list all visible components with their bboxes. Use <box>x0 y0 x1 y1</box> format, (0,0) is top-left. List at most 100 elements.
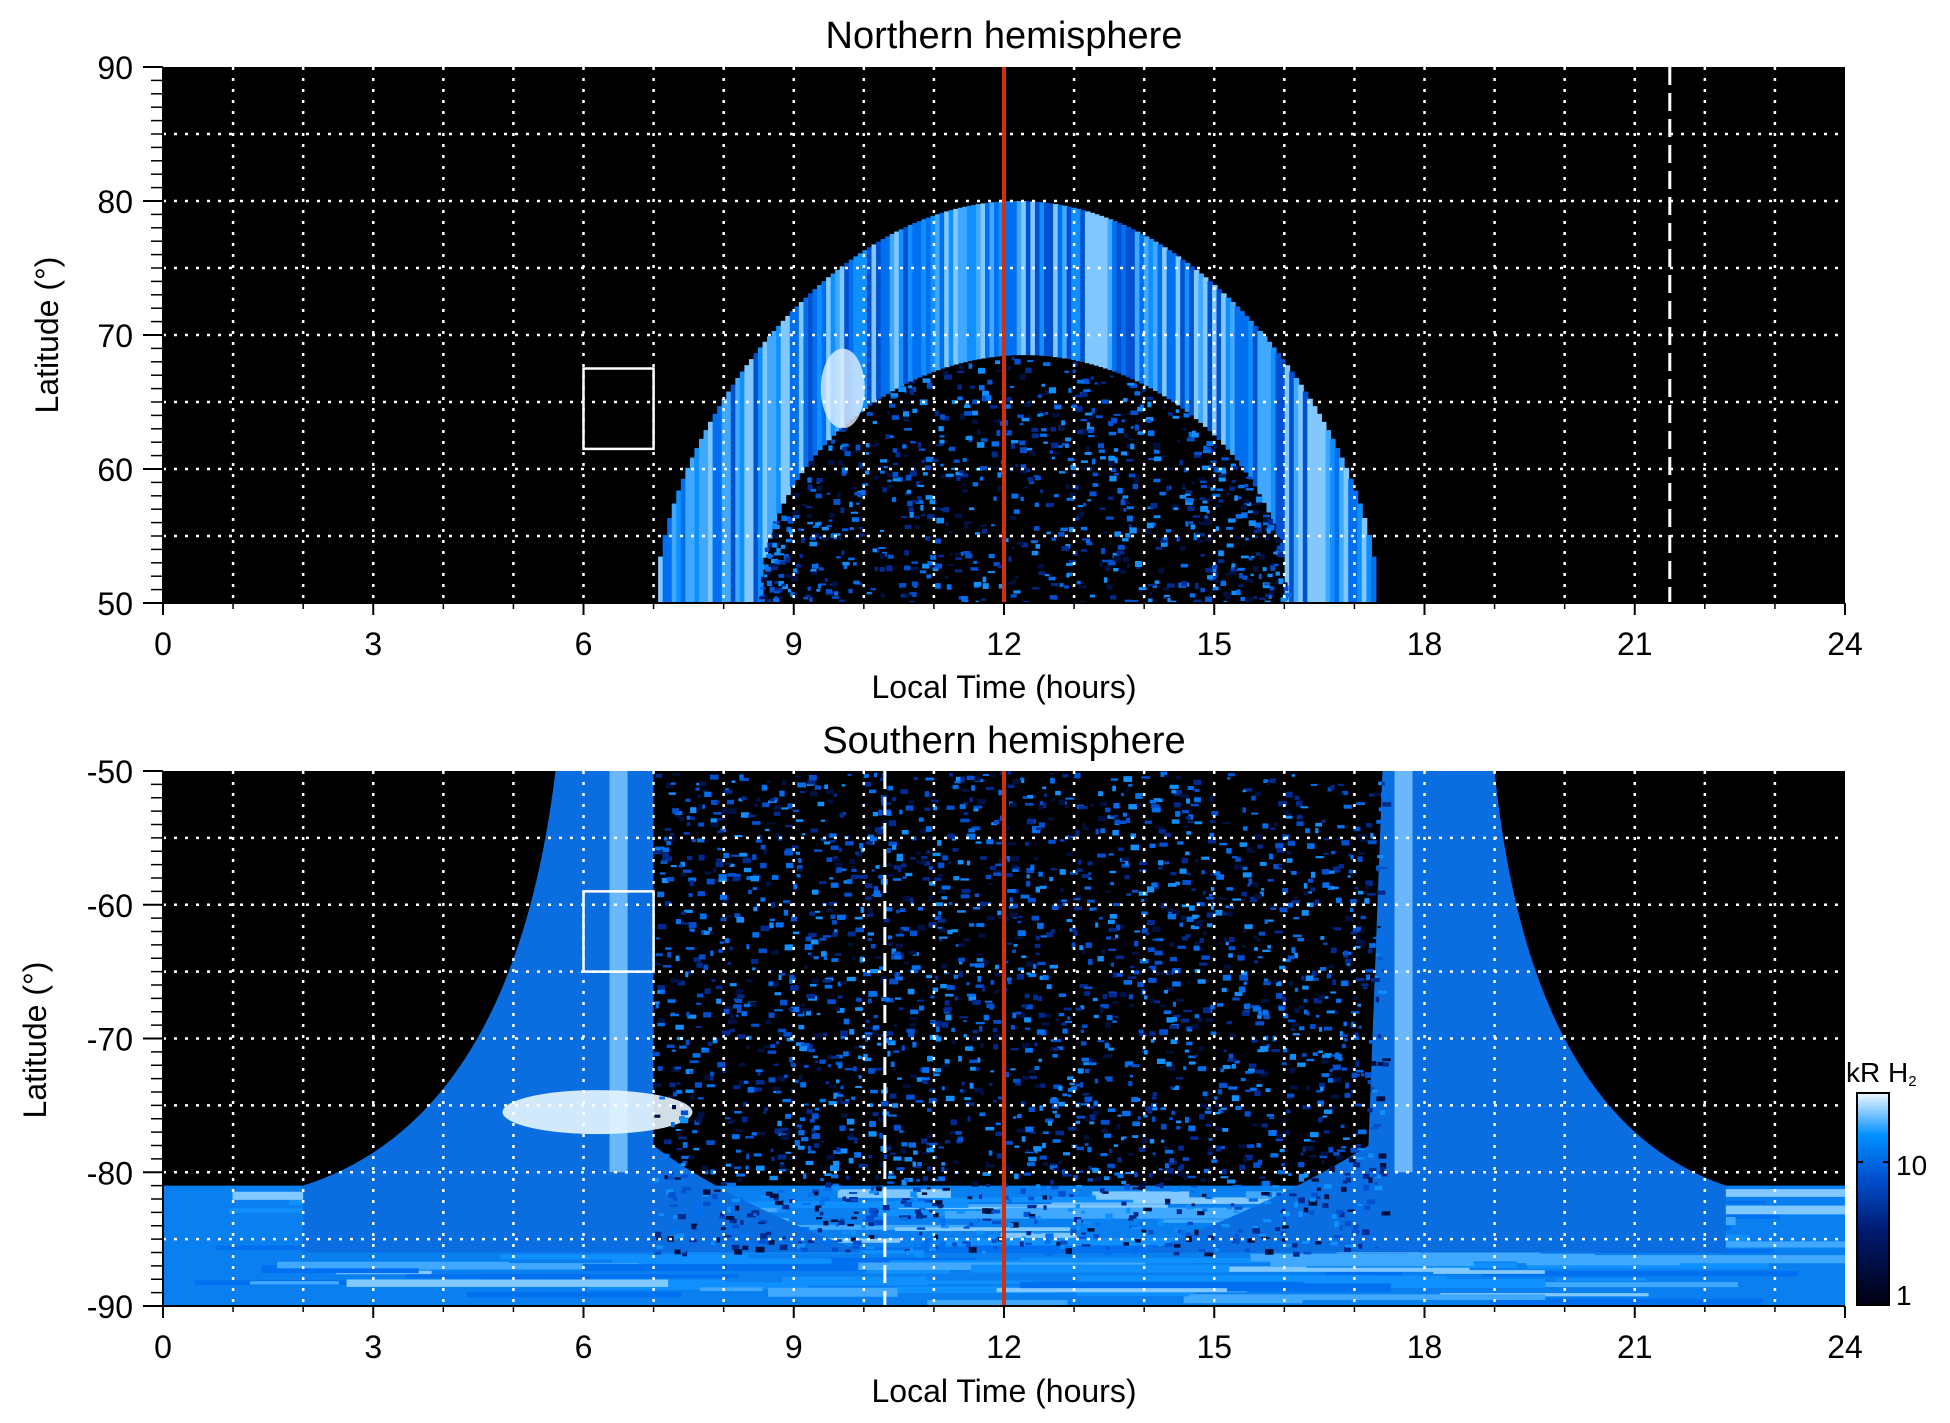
speckle <box>1180 915 1187 921</box>
speckle <box>828 1100 837 1106</box>
speckle <box>666 876 675 882</box>
speckle <box>1221 1168 1227 1175</box>
speckle <box>1079 945 1084 951</box>
speckle <box>927 1108 932 1112</box>
oval-strip <box>698 438 705 603</box>
speckle <box>677 1082 681 1085</box>
speckle <box>929 499 936 505</box>
speckle <box>1283 1047 1288 1053</box>
speckle <box>1252 510 1260 516</box>
speckle <box>813 849 823 852</box>
speckle <box>737 1034 746 1039</box>
speckle <box>1065 437 1071 442</box>
speckle <box>1320 935 1325 940</box>
speckle <box>1204 515 1209 519</box>
speckle <box>1159 1004 1167 1008</box>
speckle <box>954 569 963 573</box>
speckle <box>1226 526 1234 530</box>
band-stripe <box>1303 1275 1447 1284</box>
speckle <box>1353 1162 1361 1168</box>
speckle <box>964 411 972 416</box>
speckle <box>975 1067 980 1071</box>
speckle <box>794 775 802 778</box>
speckle <box>863 971 872 977</box>
speckle <box>1050 868 1058 871</box>
speckle <box>1319 1151 1329 1156</box>
speckle <box>1316 1185 1321 1191</box>
speckle <box>1120 792 1125 797</box>
speckle <box>724 1006 734 1011</box>
speckle <box>1183 413 1190 418</box>
speckle <box>682 1186 691 1191</box>
speckle <box>915 481 920 486</box>
speckle <box>937 862 945 869</box>
speckle <box>1177 1166 1183 1172</box>
speckle <box>1049 1098 1059 1104</box>
speckle <box>965 1046 974 1051</box>
speckle <box>916 1077 923 1082</box>
speckle <box>1008 556 1012 562</box>
speckle <box>924 1238 932 1243</box>
speckle <box>894 955 902 960</box>
speckle <box>1153 478 1161 483</box>
speckle <box>1315 828 1319 834</box>
speckle <box>762 802 770 808</box>
speckle <box>1213 444 1218 450</box>
speckle <box>1050 1179 1054 1185</box>
speckle <box>680 1110 689 1116</box>
speckle <box>713 812 722 815</box>
speckle <box>1366 822 1372 828</box>
speckle <box>1330 991 1336 994</box>
speckle <box>1193 945 1200 951</box>
speckle <box>1061 1169 1066 1176</box>
speckle <box>875 1067 883 1071</box>
band-stripe <box>500 1254 748 1260</box>
speckle <box>704 791 712 797</box>
speckle <box>814 910 821 913</box>
speckle <box>1112 830 1119 836</box>
speckle <box>982 986 986 992</box>
speckle <box>1248 1198 1258 1202</box>
speckle <box>795 1248 803 1252</box>
speckle <box>1052 1139 1061 1143</box>
speckle <box>971 1181 979 1187</box>
speckle <box>1031 433 1039 439</box>
speckle <box>836 492 841 498</box>
speckle <box>1025 1149 1034 1152</box>
oval-strip <box>898 229 905 387</box>
speckle <box>1379 1172 1388 1177</box>
oval-strip <box>1330 438 1336 603</box>
speckle <box>1006 366 1011 371</box>
speckle <box>982 1218 992 1221</box>
speckle <box>1141 1229 1147 1233</box>
speckle <box>1132 1121 1141 1127</box>
speckle <box>960 894 970 899</box>
speckle <box>1050 929 1056 933</box>
speckle <box>1020 1101 1026 1107</box>
speckle <box>1179 494 1187 499</box>
speckle <box>1238 986 1246 993</box>
speckle <box>1151 804 1160 809</box>
speckle <box>1218 897 1227 900</box>
speckle <box>993 496 997 501</box>
speckle <box>1378 990 1388 994</box>
speckle <box>1210 886 1215 891</box>
speckle <box>1188 905 1195 911</box>
speckle <box>776 542 781 547</box>
speckle <box>969 963 977 967</box>
speckle <box>1051 797 1055 802</box>
speckle <box>824 1188 833 1191</box>
speckle <box>766 780 771 784</box>
speckle <box>803 596 809 600</box>
speckle <box>670 1012 675 1016</box>
speckle <box>731 1134 740 1140</box>
y-tick-label: -80 <box>87 1155 133 1191</box>
speckle <box>1308 1200 1318 1206</box>
speckle <box>1042 362 1051 367</box>
speckle <box>954 552 962 556</box>
speckle <box>1122 500 1131 505</box>
speckle <box>933 877 942 881</box>
speckle <box>993 1099 997 1103</box>
speckle <box>865 883 873 889</box>
speckle <box>1061 420 1066 426</box>
